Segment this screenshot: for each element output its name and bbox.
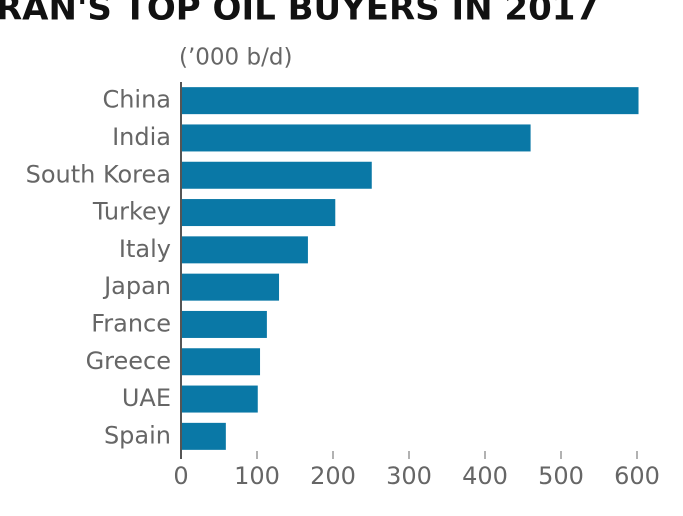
bar xyxy=(181,385,258,413)
y-tick-label: France xyxy=(91,309,171,337)
x-tick-label: 300 xyxy=(386,462,432,490)
bar xyxy=(181,422,226,450)
y-tick-label: Greece xyxy=(86,347,171,375)
x-tick-label: 0 xyxy=(173,462,188,490)
bar xyxy=(181,199,336,227)
x-tick-label: 500 xyxy=(538,462,584,490)
bar xyxy=(181,124,531,152)
y-tick-label: Japan xyxy=(102,272,171,300)
bar xyxy=(181,310,267,338)
x-tick-label: 200 xyxy=(310,462,356,490)
bar xyxy=(181,273,280,301)
bar xyxy=(181,87,639,115)
y-tick-label: China xyxy=(102,86,171,114)
chart-title: RAN'S TOP OIL BUYERS IN 2017 xyxy=(0,0,599,29)
x-tick-label: 100 xyxy=(234,462,280,490)
bar xyxy=(181,236,308,264)
bar xyxy=(181,348,261,376)
y-tick-label: South Korea xyxy=(26,160,171,188)
y-tick-label: UAE xyxy=(122,384,171,412)
y-tick-label: Italy xyxy=(119,235,171,263)
x-tick-label: 400 xyxy=(462,462,508,490)
chart-subtitle: (’000 b/d) xyxy=(179,45,292,71)
y-tick-label: Turkey xyxy=(92,198,171,226)
x-tick-label: 600 xyxy=(614,462,660,490)
bar xyxy=(181,161,372,189)
y-tick-label: India xyxy=(112,123,171,151)
y-tick-label: Spain xyxy=(104,421,171,449)
